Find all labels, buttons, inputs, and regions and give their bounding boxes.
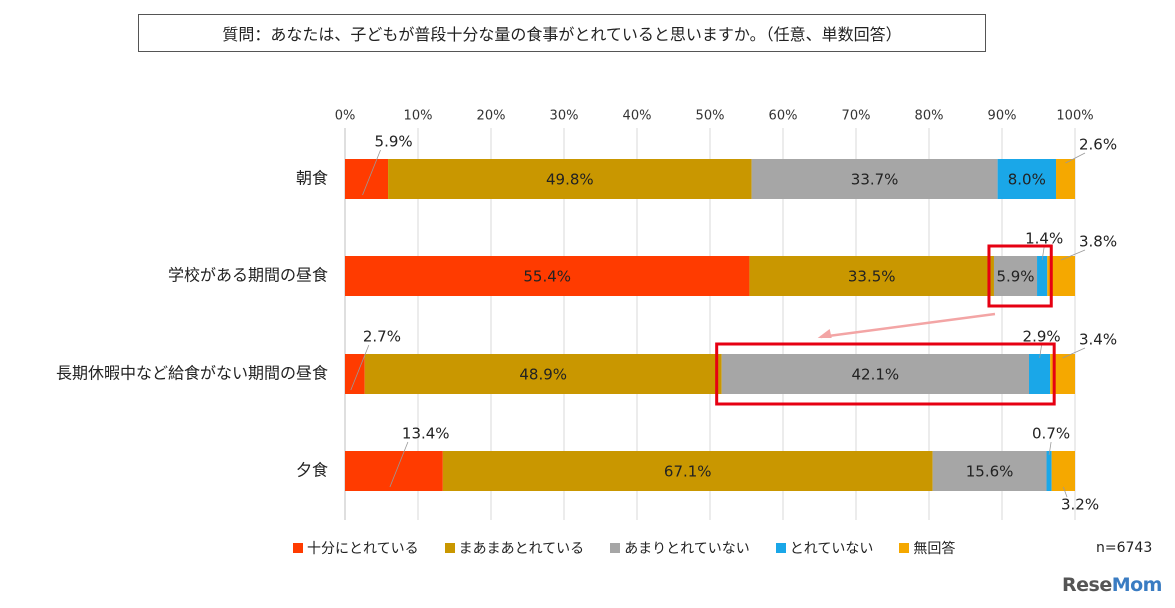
bar-segment: [993, 256, 1038, 296]
leader-line: [389, 441, 409, 488]
x-tick-label: 100%: [1056, 109, 1093, 124]
bar-segment: [345, 354, 365, 394]
leader-line: [1039, 344, 1042, 359]
bar-segment: [442, 451, 933, 491]
data-label: 3.4%: [1079, 331, 1117, 349]
legend: 十分にとれている まあまあとれている あまりとれていない とれていない 無回答: [293, 538, 981, 558]
legend-label: まあまあとれている: [458, 541, 585, 557]
category-label: 長期休暇中など給食がない期間の昼食: [56, 364, 328, 383]
bar-segment: [1029, 354, 1051, 394]
category-label: 学校がある期間の昼食: [168, 266, 328, 285]
leader-line: [350, 344, 370, 391]
data-label: 33.7%: [851, 171, 899, 189]
highlight-box: [987, 244, 1053, 308]
x-tick-label: 30%: [550, 109, 579, 124]
leader-line: [1060, 249, 1086, 261]
category-label: 夕食: [296, 461, 328, 480]
legend-swatch: [293, 543, 303, 553]
highlight-arrow: [820, 312, 996, 339]
highlight-box: [715, 342, 1056, 406]
data-label: 42.1%: [852, 366, 900, 384]
x-tick-label: 80%: [915, 109, 944, 124]
legend-item: とれていない: [775, 538, 874, 558]
bar-segment: [388, 159, 752, 199]
bar-segment: [721, 354, 1030, 394]
bar-segment: [364, 354, 722, 394]
bar-segment: [749, 256, 994, 296]
bar-segment: [1037, 256, 1048, 296]
data-label: 67.1%: [664, 463, 712, 481]
chart-title: 質問：あなたは、子どもが普段十分な量の食事がとれていると思いますか。（任意、単数…: [138, 14, 986, 52]
legend-label: とれていない: [789, 541, 874, 557]
legend-label: 十分にとれている: [307, 541, 419, 557]
bar-segment: [345, 451, 443, 491]
legend-item: まあまあとれている: [444, 538, 585, 558]
legend-swatch: [775, 543, 786, 553]
x-tick-label: 50%: [696, 109, 725, 124]
leader-line: [362, 149, 381, 196]
legend-item: 十分にとれている: [293, 538, 419, 558]
legend-swatch: [899, 543, 910, 553]
sample-size-note: n=6743: [1096, 540, 1153, 556]
data-label: 15.6%: [966, 463, 1014, 481]
legend-label: あまりとれていない: [624, 541, 750, 557]
x-tick-label: 70%: [842, 109, 871, 124]
data-label: 1.4%: [1025, 230, 1063, 248]
bar-segment: [997, 159, 1057, 199]
x-tick-label: 10%: [404, 109, 433, 124]
data-label: 0.7%: [1032, 425, 1070, 443]
x-tick-label: 60%: [769, 109, 798, 124]
bar-segment: [345, 159, 389, 199]
data-label: 5.9%: [996, 268, 1034, 286]
x-tick-label: 40%: [623, 109, 652, 124]
x-tick-label: 20%: [477, 109, 506, 124]
legend-item: あまりとれていない: [610, 538, 750, 558]
x-tick-label: 0%: [335, 109, 356, 124]
data-label: 3.8%: [1079, 233, 1117, 251]
data-label: 2.6%: [1079, 136, 1117, 154]
data-label: 49.8%: [546, 171, 594, 189]
resemom-logo: ReseMom: [1062, 574, 1162, 596]
bar-segment: [1056, 159, 1075, 199]
category-label: 朝食: [296, 169, 328, 188]
legend-item: 無回答: [899, 538, 955, 558]
data-label: 8.0%: [1008, 171, 1046, 189]
bar-segment: [1046, 451, 1052, 491]
data-label: 55.4%: [523, 268, 571, 286]
data-label: 3.2%: [1061, 496, 1099, 514]
leader-line: [1041, 246, 1045, 261]
legend-swatch: [610, 543, 621, 553]
legend-swatch: [444, 543, 455, 553]
bar-segment: [345, 256, 750, 296]
leader-line: [1048, 441, 1052, 456]
data-label: 13.4%: [402, 425, 450, 443]
leader-line: [1062, 347, 1086, 359]
bar-segment: [751, 159, 998, 199]
x-tick-label: 90%: [988, 109, 1017, 124]
data-label: 5.9%: [375, 133, 413, 151]
leader-line: [1062, 486, 1068, 498]
highlight-arrowhead: [817, 329, 832, 338]
bar-segment: [1051, 451, 1075, 491]
leader-line: [1065, 152, 1086, 164]
data-label: 48.9%: [519, 366, 567, 384]
data-label: 33.5%: [848, 268, 896, 286]
data-label: 2.7%: [363, 328, 401, 346]
bar-segment: [932, 451, 1047, 491]
data-label: 2.9%: [1023, 328, 1061, 346]
legend-label: 無回答: [913, 541, 956, 557]
